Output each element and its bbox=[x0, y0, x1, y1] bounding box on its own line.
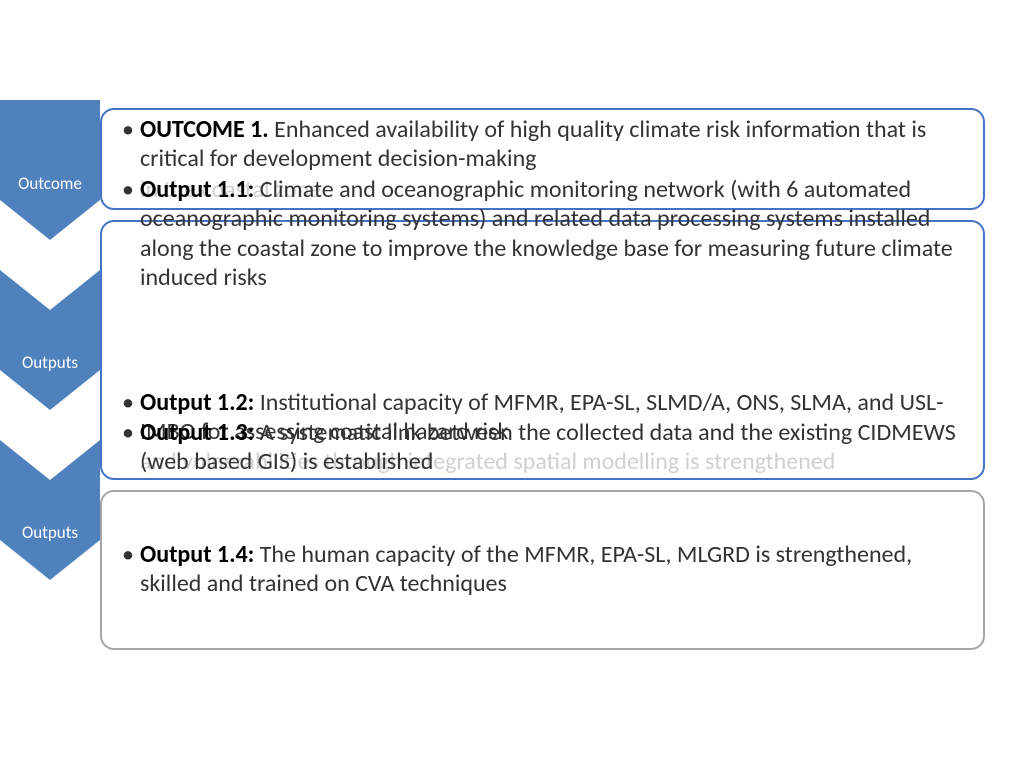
output-1-2-title: Output 1.2: bbox=[140, 388, 260, 417]
outputs-label-1: Outputs bbox=[0, 352, 100, 373]
output-1-1-title: Output 1.1: bbox=[140, 175, 260, 204]
outputs-chevron-1 bbox=[0, 270, 100, 410]
output-1-4-title: Output 1.4: bbox=[140, 540, 260, 569]
outputs-label-2: Outputs bbox=[0, 522, 100, 543]
output-1-3-item: Output 1.3: A systematic link between th… bbox=[118, 418, 978, 477]
output-1-1-item: Output 1.1: Climate and oceanographic mo… bbox=[118, 175, 978, 292]
outcome-item: OUTCOME 1. Enhanced availability of high… bbox=[118, 115, 978, 174]
output-1-1-body: Climate and oceanographic monitoring net… bbox=[140, 175, 953, 292]
outcome-label: Outcome bbox=[0, 173, 100, 194]
outcome-chevron bbox=[0, 100, 100, 240]
output-1-3-body: A systematic link between the collected … bbox=[140, 418, 956, 476]
output-1-4-item: Output 1.4: The human capacity of the MF… bbox=[118, 540, 978, 599]
outputs-chevron-2 bbox=[0, 440, 100, 580]
outcome-title: OUTCOME 1. bbox=[140, 115, 274, 144]
output-1-3-title: Output 1.3: bbox=[140, 418, 254, 447]
